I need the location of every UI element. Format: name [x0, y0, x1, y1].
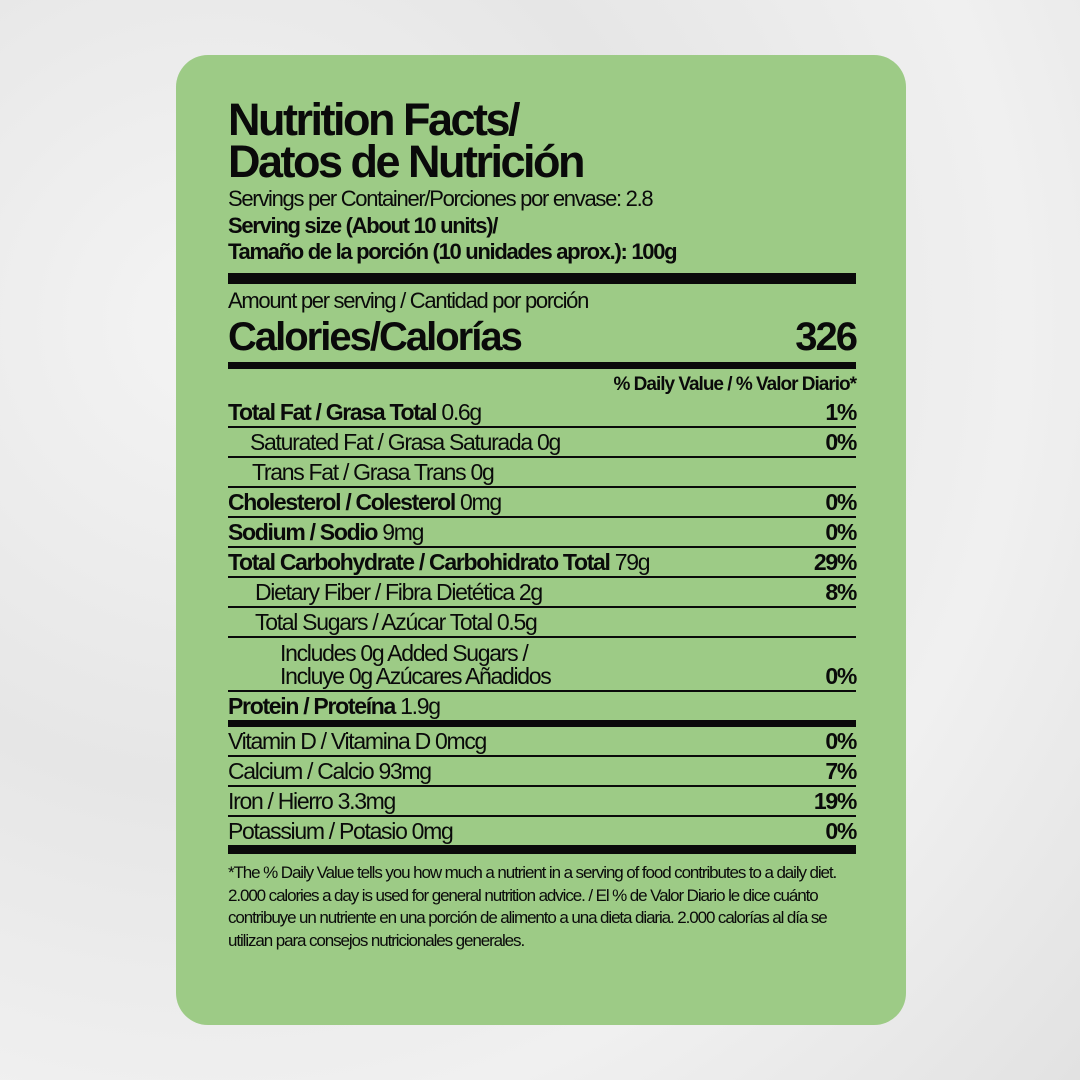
- vitamin-name: Potassium / Potasio 0mg: [228, 818, 454, 844]
- daily-value: 7%: [825, 758, 857, 784]
- nutrient-amount: 9mg: [377, 519, 424, 545]
- daily-value: 1%: [825, 399, 857, 425]
- daily-value: 29%: [813, 549, 857, 575]
- daily-value: 0%: [825, 489, 857, 515]
- amount-per-serving: Amount per serving / Cantidad por porció…: [228, 288, 589, 313]
- nutrient-amount-spanish: Incluye 0g Azúcares Añadidos: [280, 663, 552, 689]
- daily-value: 0%: [825, 818, 857, 844]
- nutrient-name: Total Fat / Grasa Total: [228, 399, 438, 425]
- vitamin-list: Vitamin D / Vitamina D 0mcg 0% Calcium / …: [228, 727, 857, 854]
- serving-size-spanish: Tamaño de la porción (10 unidades aprox.…: [228, 239, 678, 264]
- vitamin-row-potassium: Potassium / Potasio 0mg 0%: [228, 817, 857, 854]
- nutrient-amount: Dietary Fiber / Fibra Dietética 2g: [255, 579, 543, 605]
- nutrient-name: Protein / Proteína: [228, 693, 396, 719]
- nutrient-list: Total Fat / Grasa Total 0.6g 1% Saturated…: [228, 398, 857, 727]
- thick-divider: [228, 273, 856, 284]
- nutrient-row-added-sugars: Includes 0g Added Sugars / Incluye 0g Azú…: [228, 638, 857, 692]
- daily-value: 0%: [825, 728, 857, 754]
- nutrient-amount: Total Sugars / Azúcar Total 0.5g: [255, 609, 538, 635]
- nutrient-name: Cholesterol / Colesterol: [228, 489, 456, 515]
- nutrient-row-trans-fat: Trans Fat / Grasa Trans 0g: [228, 458, 856, 488]
- servings-per-container: Servings per Container/Porciones por env…: [228, 186, 654, 211]
- nutrient-amount: 0mg: [454, 489, 502, 515]
- calories-value: 326: [795, 315, 858, 359]
- footnote: *The % Daily Value tells you how much a …: [228, 863, 837, 950]
- nutrient-amount: 0.6g: [436, 399, 482, 425]
- medium-divider: [228, 362, 856, 369]
- title-english: Nutrition Facts/: [228, 94, 521, 145]
- daily-value: 0%: [825, 429, 857, 455]
- nutrition-label: Nutrition Facts/ Datos de Nutrición Serv…: [176, 55, 906, 1025]
- nutrient-row-sodium: Sodium / Sodio 9mg 0%: [228, 518, 857, 548]
- vitamin-row-iron: Iron / Hierro 3.3mg 19%: [228, 787, 857, 817]
- nutrient-row-saturated-fat: Saturated Fat / Grasa Saturada 0g 0%: [228, 428, 857, 458]
- nutrient-amount: Includes 0g Added Sugars /: [280, 640, 529, 666]
- nutrient-amount: 79g: [609, 549, 651, 575]
- nutrient-row-protein: Protein / Proteína 1.9g: [228, 692, 856, 727]
- vitamin-name: Iron / Hierro 3.3mg: [228, 788, 396, 814]
- calories-row: Calories/Calorías 326: [228, 315, 858, 359]
- nutrient-name: Sodium / Sodio: [228, 519, 378, 545]
- daily-value: 0%: [825, 519, 857, 545]
- vitamin-row-vitamin-d: Vitamin D / Vitamina D 0mcg 0%: [228, 727, 857, 757]
- serving-size: Serving size (About 10 units)/: [228, 213, 498, 238]
- daily-value: 19%: [813, 788, 857, 814]
- nutrient-amount: Trans Fat / Grasa Trans 0g: [252, 459, 495, 485]
- nutrient-name: Total Carbohydrate / Carbohidrato Total: [228, 549, 611, 575]
- nutrient-amount: 1.9g: [395, 693, 441, 719]
- vitamin-row-calcium: Calcium / Calcio 93mg 7%: [228, 757, 857, 787]
- calories-label: Calories/Calorías: [228, 315, 523, 359]
- nutrient-amount: Saturated Fat / Grasa Saturada 0g: [250, 429, 561, 455]
- title-spanish: Datos de Nutrición: [228, 136, 586, 187]
- nutrient-row-total-sugars: Total Sugars / Azúcar Total 0.5g: [228, 608, 856, 638]
- daily-value: 8%: [825, 579, 857, 605]
- vitamin-name: Calcium / Calcio 93mg: [228, 758, 432, 784]
- vitamin-name: Vitamin D / Vitamina D 0mcg: [228, 728, 487, 754]
- nutrient-row-total-carbohydrate: Total Carbohydrate / Carbohidrato Total …: [228, 548, 857, 578]
- daily-value-header: % Daily Value / % Valor Diario*: [613, 374, 857, 395]
- nutrient-row-dietary-fiber: Dietary Fiber / Fibra Dietética 2g 8%: [228, 578, 857, 608]
- nutrient-row-total-fat: Total Fat / Grasa Total 0.6g 1%: [228, 398, 857, 428]
- nutrient-row-cholesterol: Cholesterol / Colesterol 0mg 0%: [228, 488, 857, 518]
- daily-value: 0%: [825, 663, 857, 689]
